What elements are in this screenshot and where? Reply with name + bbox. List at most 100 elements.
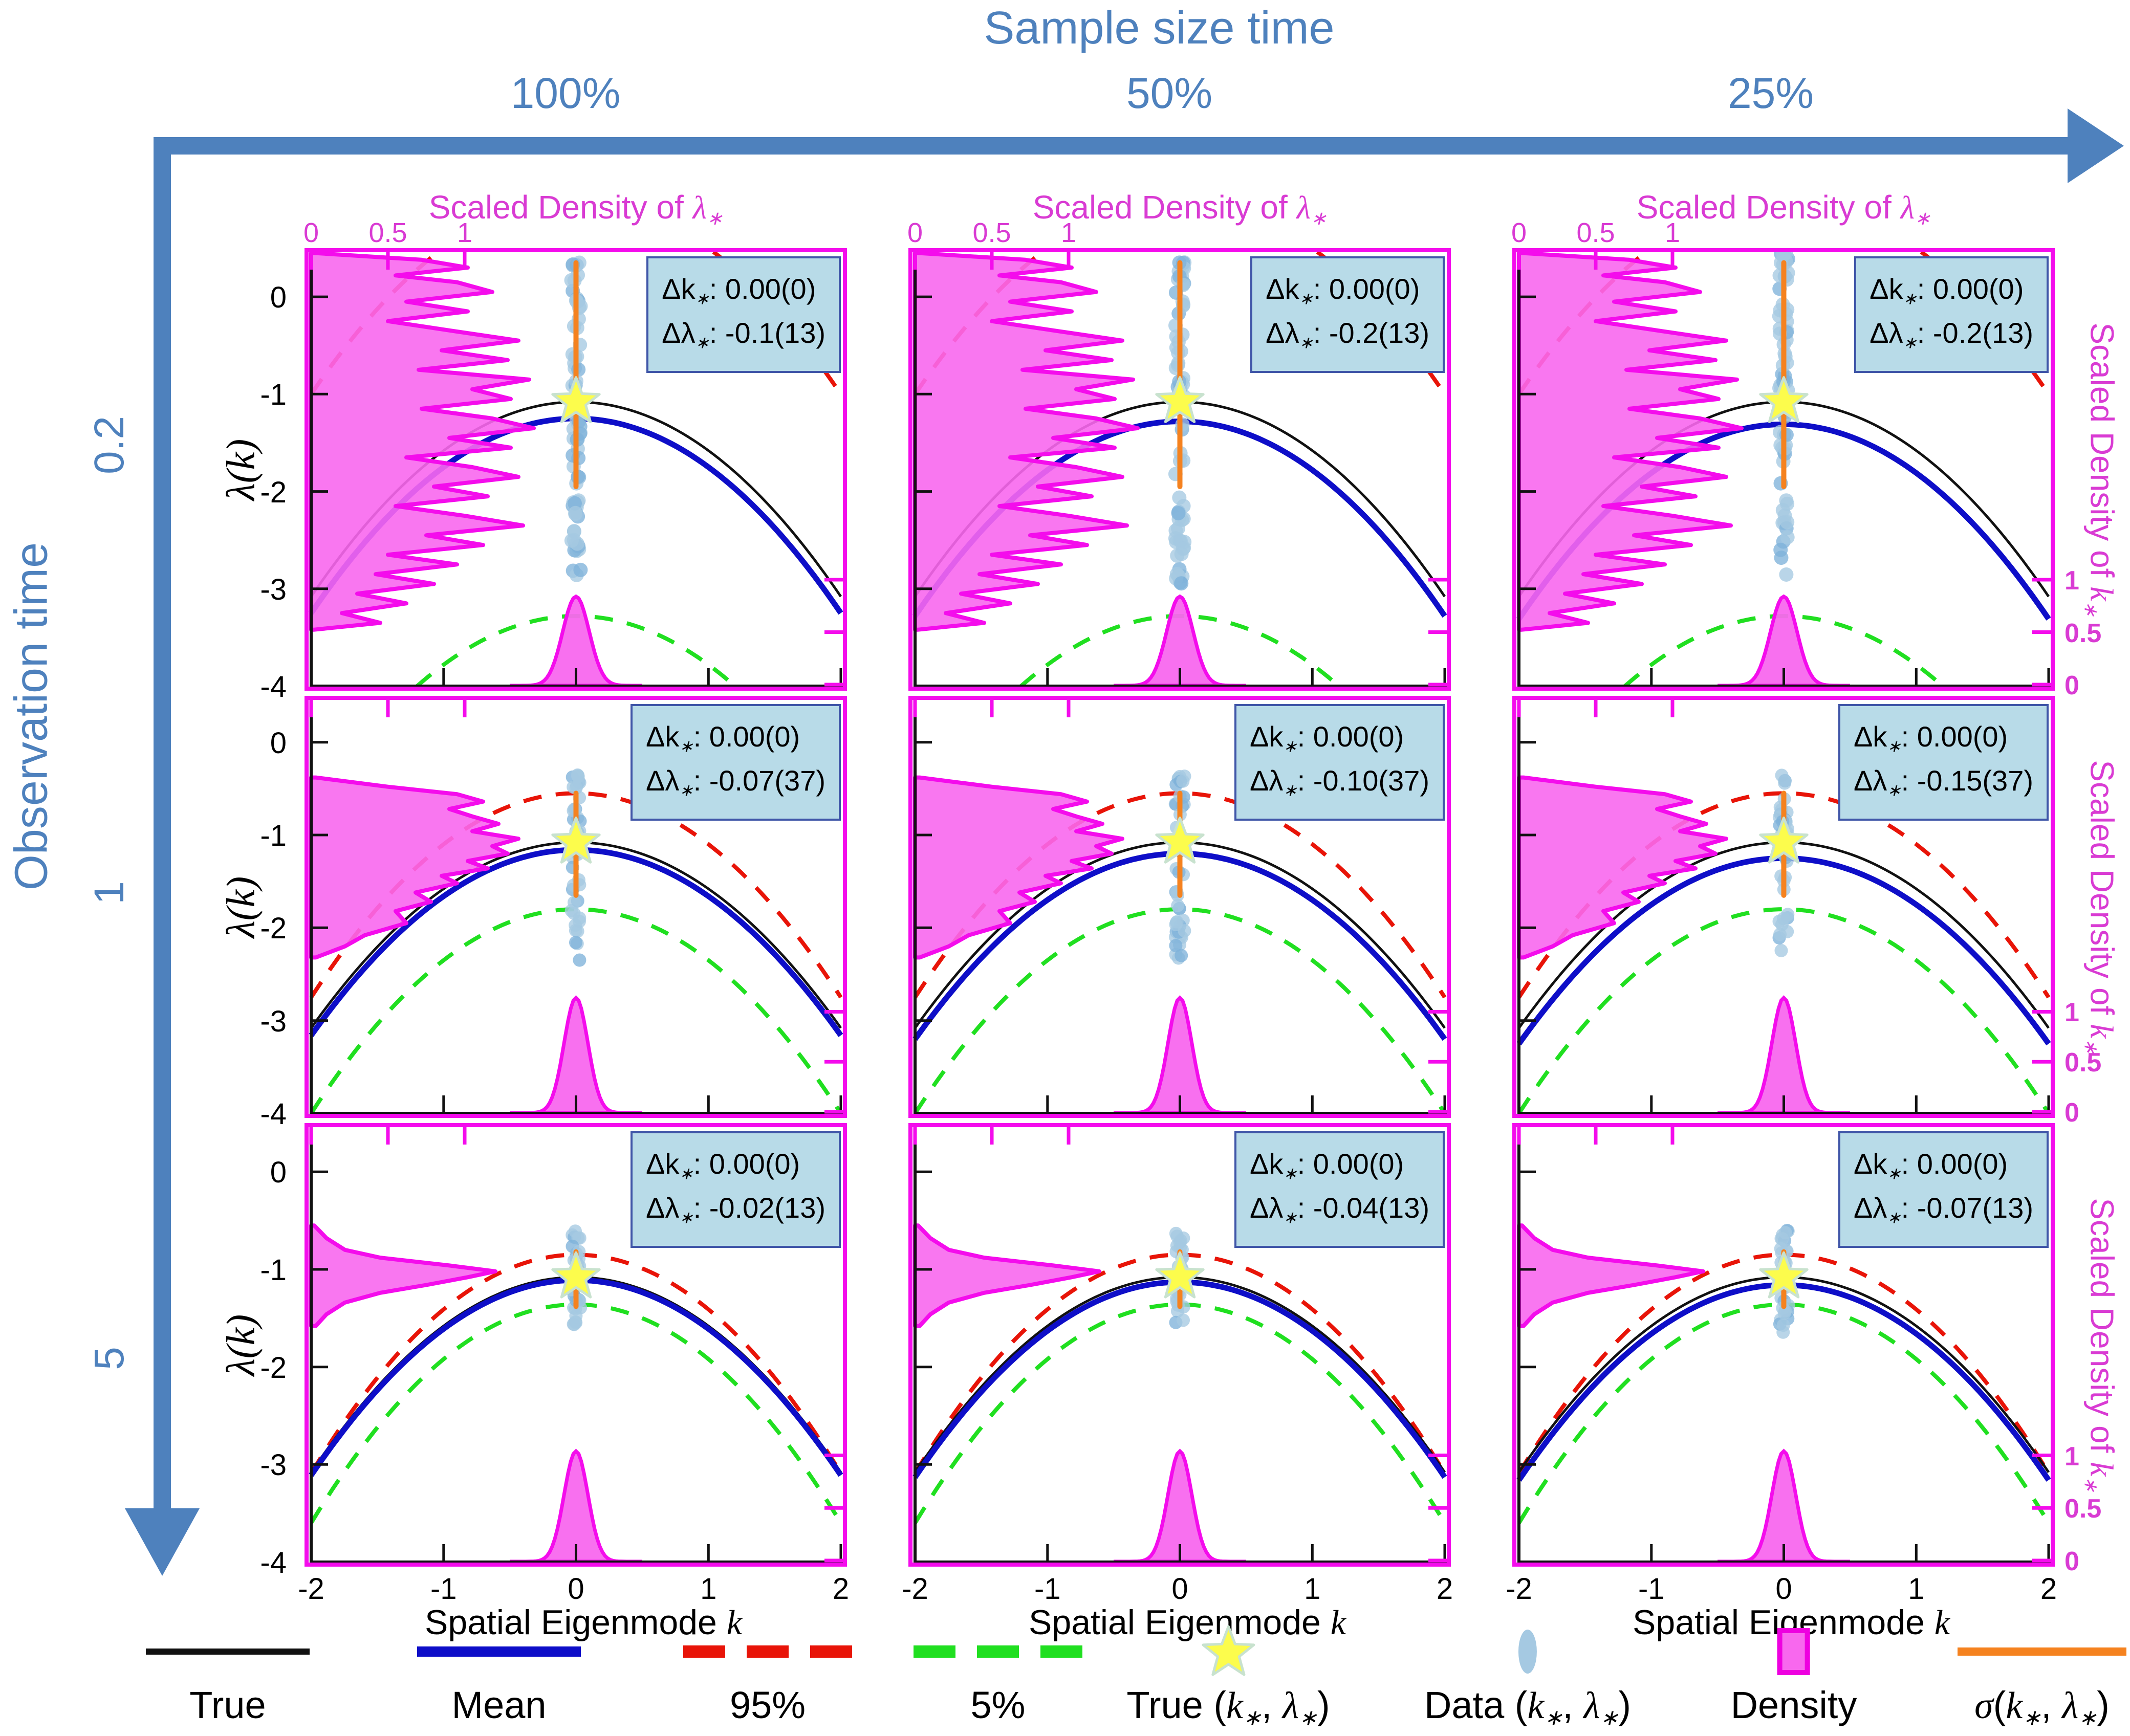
label-part: Δλ [646, 1191, 680, 1224]
data-point [573, 953, 586, 967]
y-tick-label: -3 [260, 1448, 287, 1482]
data-point [1175, 949, 1188, 962]
label-part: ∗ [679, 737, 693, 756]
density-axis-ticks [913, 700, 1447, 1114]
y-tick-label: -1 [260, 1254, 287, 1287]
delta-lambda-line: Δλ∗: -0.07(13) [1854, 1191, 2033, 1226]
label-part: λ [1282, 1685, 1299, 1727]
label-part: Δk [646, 720, 680, 753]
data-point [1178, 924, 1191, 938]
true-star-icon [1155, 817, 1205, 864]
dash-segment [683, 1645, 725, 1658]
label-part: λ [1900, 189, 1915, 226]
true-star-icon [1759, 1251, 1809, 1299]
y-tick-label: -3 [260, 573, 287, 606]
subplot-r0-c1: Δk∗: 0.00(0) Δλ∗: -0.2(13) [908, 248, 1451, 691]
delta-lambda-value: -0.04(13) [1313, 1191, 1429, 1224]
plot-frame [305, 696, 847, 1118]
column-label-1: 50% [1126, 69, 1213, 117]
p95-curve [913, 1252, 1447, 1475]
label-part: ∗ [1887, 1164, 1901, 1183]
label-part: σ [1974, 1685, 1993, 1727]
label-part: : [693, 764, 709, 797]
label-part: k [1527, 1685, 1545, 1727]
x-tick-label: -2 [1506, 1572, 1532, 1606]
label-part: : [1313, 273, 1329, 305]
annotation-box-r0-c0: Δk∗: 0.00(0) Δλ∗: -0.1(13) [646, 256, 841, 373]
label-part: True ( [1126, 1684, 1227, 1726]
delta-lambda-line: Δλ∗: -0.2(13) [1266, 316, 1429, 351]
label-part: Density [1730, 1684, 1857, 1726]
true-star-icon [551, 376, 601, 423]
subplot-r2-c2: Δk∗: 0.00(0) Δλ∗: -0.07(13) [1512, 1123, 2055, 1567]
data-point [573, 914, 586, 928]
true-star-icon [1155, 1251, 1205, 1299]
lambda-density-shape [1517, 775, 1728, 960]
subplot-chart-r2-c2 [1512, 1123, 2055, 1567]
delta-k-line: Δk∗: 0.00(0) [1250, 722, 1429, 755]
annotation-box-r1-c2: Δk∗: 0.00(0) Δλ∗: -0.15(37) [1838, 704, 2049, 821]
label-part: Δλ [1266, 316, 1299, 349]
delta-k-line: Δk∗: 0.00(0) [1854, 722, 2033, 755]
legend-item-data-dot: Data (k∗, λ∗) [1424, 1623, 1631, 1731]
data-dot-icon [1518, 1630, 1537, 1674]
y-tick-label: -2 [260, 912, 287, 946]
star-icon [1201, 1625, 1255, 1676]
right-density-axis-label-row0: Scaled Density of k∗ [2080, 322, 2121, 617]
lambda-density-shape [1517, 251, 1744, 632]
y-tick-label: 0 [270, 726, 287, 760]
label-part: : [1297, 764, 1313, 797]
delta-lambda-line: Δλ∗: -0.10(37) [1250, 766, 1429, 799]
label-part: ∗ [679, 1164, 693, 1183]
y-tick-label: -3 [260, 1004, 287, 1038]
label-part: Δλ [1870, 316, 1903, 349]
label-part: ∗ [1283, 1208, 1297, 1227]
delta-k-value: 0.00(0) [709, 1148, 800, 1180]
observation-time-axis-title: Observation time [6, 542, 57, 891]
label-part: True [189, 1684, 266, 1726]
density-axis-ticks [1517, 252, 2051, 687]
top-density-tick-label: 0 [907, 217, 923, 248]
label-part: ) [2097, 1684, 2110, 1726]
label-part: : [1917, 273, 1933, 305]
data-point [1169, 1226, 1183, 1240]
y-tick-label: 0 [270, 1156, 287, 1190]
p95-curve [1517, 1252, 2051, 1475]
right-density-tick-label: 0.5 [2064, 618, 2102, 648]
data-point [569, 936, 582, 950]
delta-lambda-value: -0.07(13) [1917, 1191, 2033, 1224]
data-point [568, 895, 581, 909]
label-part: Δk [1870, 273, 1903, 305]
label-part: Δλ [1250, 1191, 1284, 1224]
y-tick-label: -2 [260, 475, 287, 509]
y-tick-label: 0 [270, 281, 287, 315]
delta-k-line: Δk∗: 0.00(0) [1266, 275, 1429, 307]
subplot-r2-c0: Δk∗: 0.00(0) Δλ∗: -0.02(13) [305, 1123, 847, 1567]
label-part: ∗ [679, 781, 693, 800]
label-part: Mean [451, 1684, 547, 1726]
data-point [570, 536, 584, 551]
true-line-icon [146, 1649, 310, 1655]
axis-ticks [914, 295, 1446, 686]
legend-item-sigma-line: σ(k∗, λ∗) [1958, 1623, 2126, 1731]
pct5-dash-icon [914, 1645, 1082, 1658]
x-tick-label: 1 [1908, 1572, 1925, 1606]
right-density-tick-label: 1 [2064, 1441, 2079, 1471]
scatter-points [1168, 770, 1191, 965]
label-part: ∗ [1903, 290, 1917, 309]
p5-curve [1517, 1302, 2051, 1524]
subplot-chart-r0-c0 [305, 248, 847, 691]
legend-label-true-star: True (k∗, λ∗) [1126, 1683, 1330, 1731]
label-part: ∗ [1903, 334, 1917, 353]
y-tick-label: -1 [260, 378, 287, 412]
delta-lambda-value: -0.1(13) [725, 316, 825, 349]
plot-frame [908, 248, 1451, 691]
legend-label-true-line: True [189, 1683, 266, 1727]
delta-k-value: 0.00(0) [725, 273, 816, 305]
legend-item-pct5-dash: 5% [914, 1623, 1082, 1727]
plot-frame [908, 1123, 1451, 1567]
axis-ticks [1517, 741, 2050, 1113]
plot-frame [1512, 696, 2055, 1118]
annotation-box-r2-c0: Δk∗: 0.00(0) Δλ∗: -0.02(13) [631, 1131, 841, 1248]
label-part: Data ( [1424, 1684, 1528, 1726]
